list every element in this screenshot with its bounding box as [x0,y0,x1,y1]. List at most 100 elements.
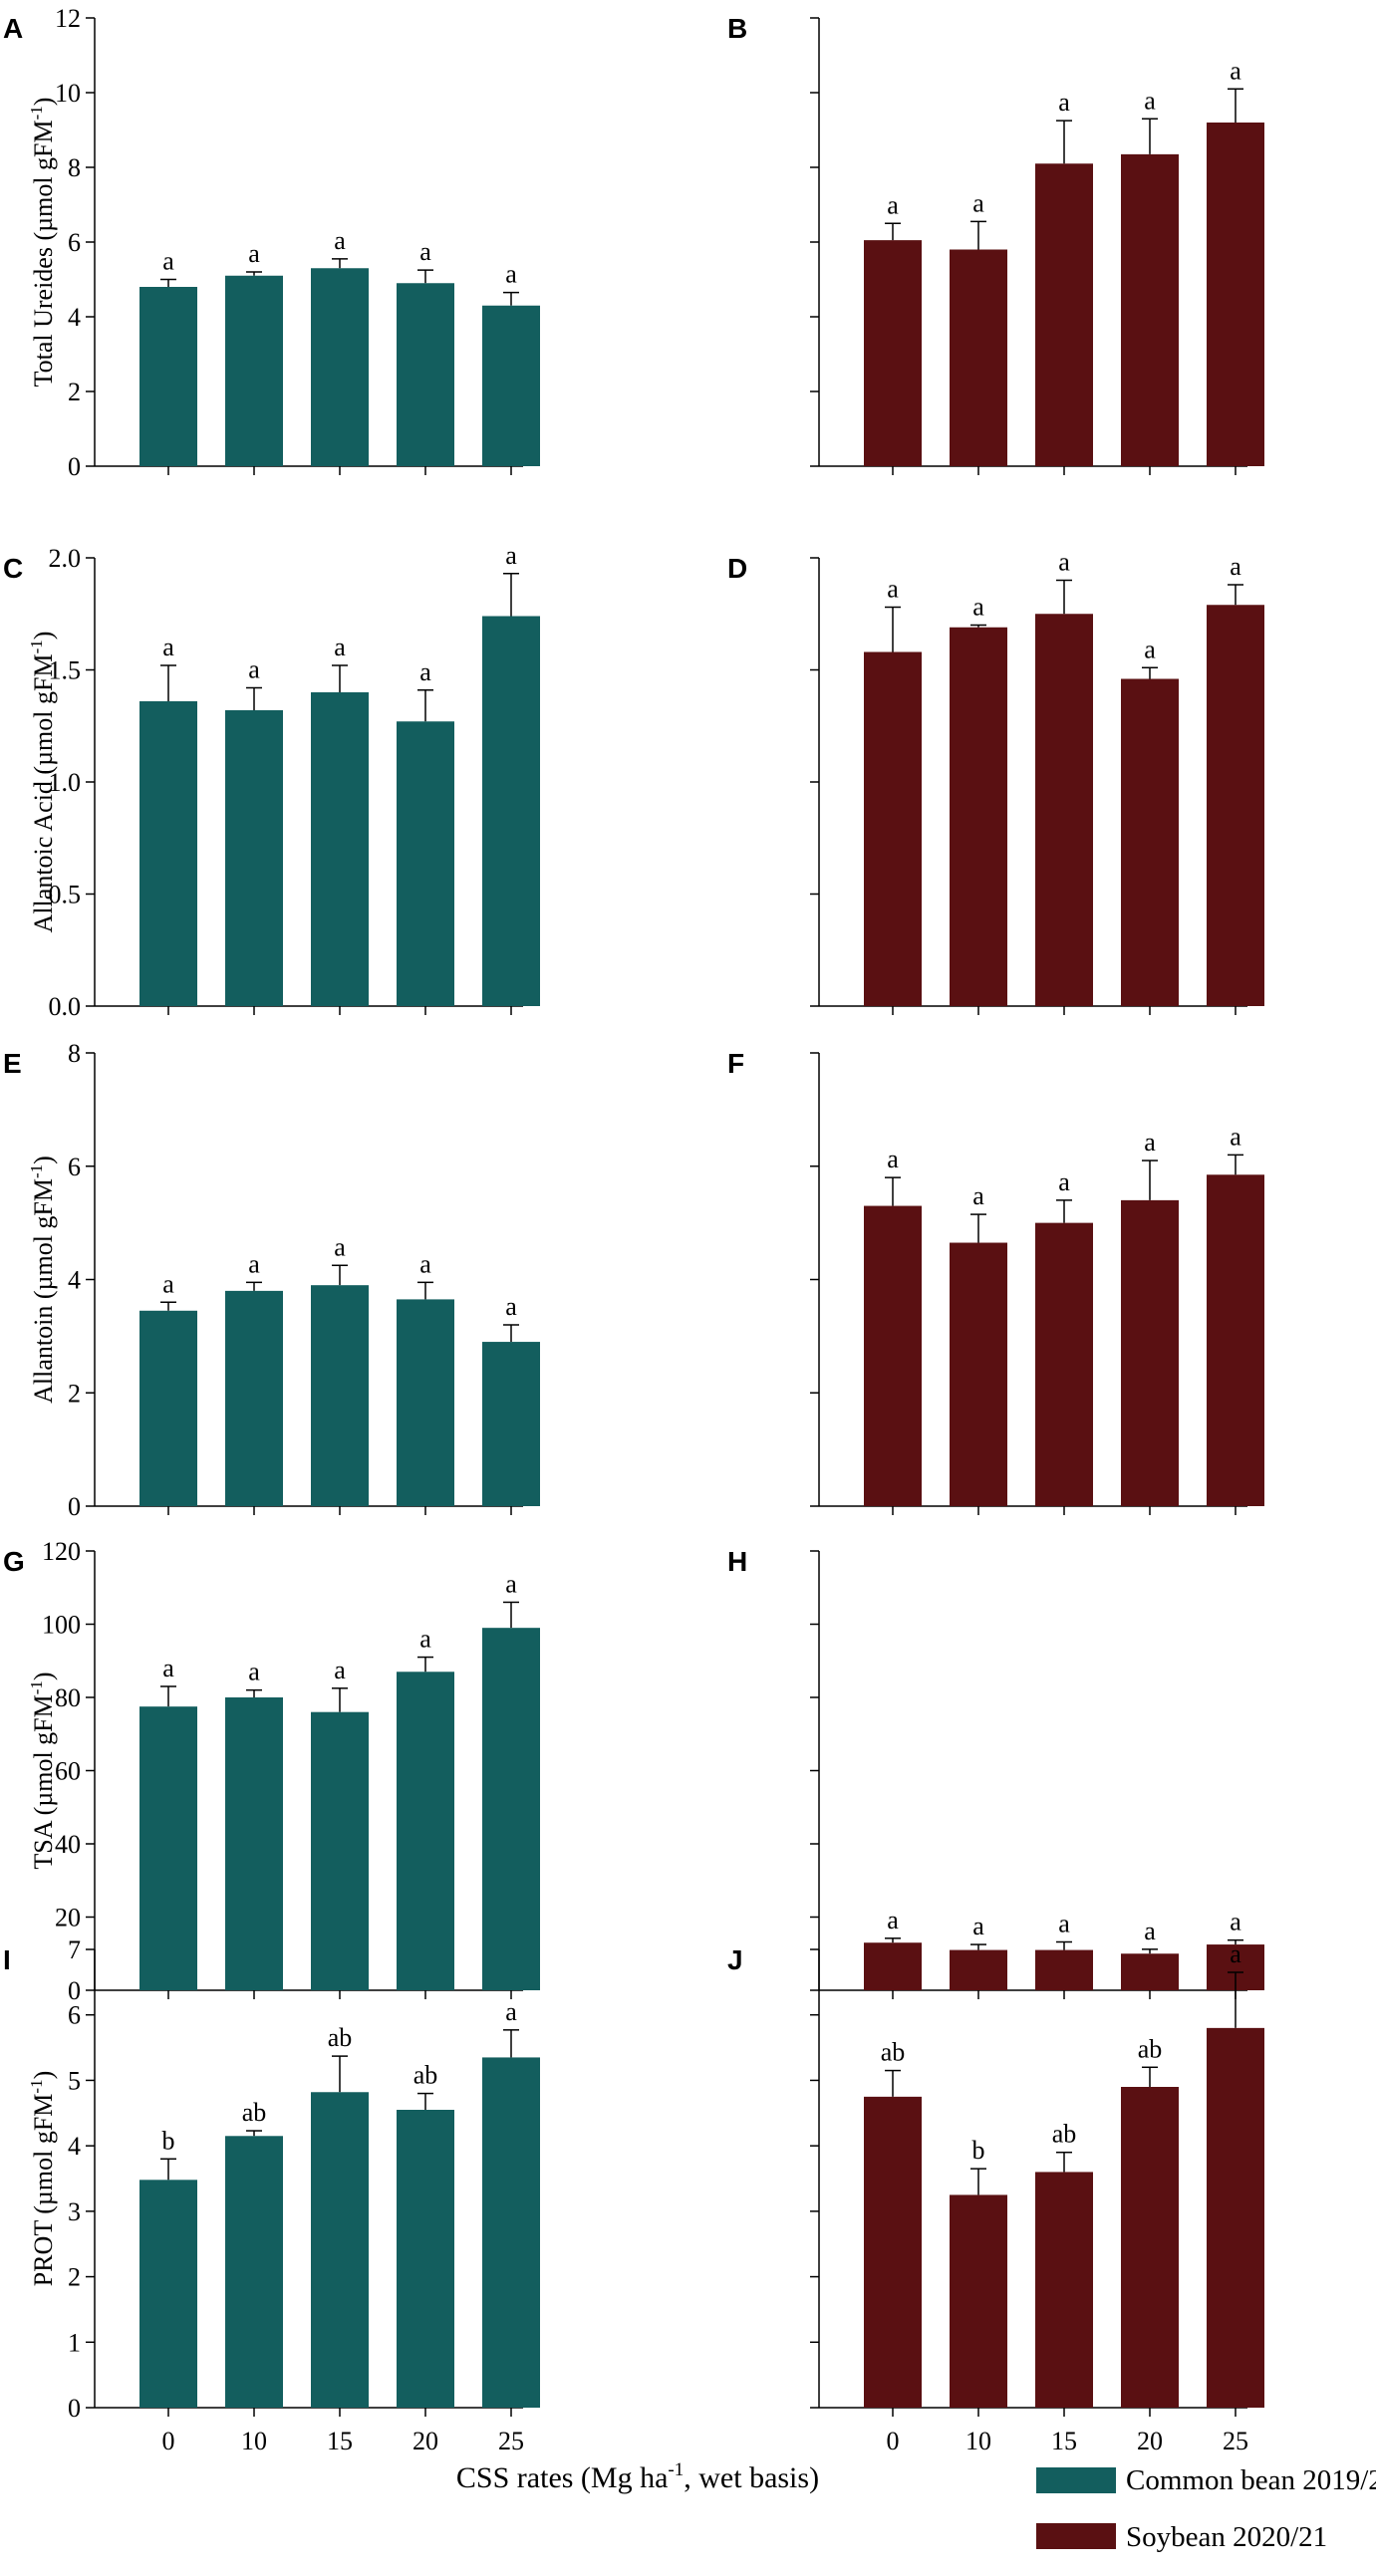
panel-letter-f: F [727,1048,744,1079]
significance-letter-d: a [1230,552,1241,581]
bar-b-25 [1207,123,1264,466]
x-tick-label-j: 10 [965,2427,991,2455]
significance-letter-f: a [972,1181,984,1210]
y-tick-label-e: 6 [68,1153,81,1181]
x-tick-label-j: 20 [1137,2427,1163,2455]
significance-letter-h: a [887,1906,899,1934]
x-axis-title: CSS rates (Mg ha-1, wet basis) [456,2459,819,2494]
y-axis-label-text-a: Total Ureides (µmol gFM [29,120,58,386]
y-tick-label-a: 12 [55,4,81,33]
x-axis-title-prefix: CSS rates (Mg ha [456,2461,669,2494]
y-axis-label-e: Allantoin (µmol gFM-1) [27,1156,58,1404]
bar-j-20 [1121,2087,1179,2408]
significance-letter-h: a [1144,1917,1156,1945]
y-tick-label-i: 4 [68,2132,81,2161]
x-tick-label-j: 25 [1223,2427,1248,2455]
y-tick-label-g: 40 [55,1830,81,1859]
y-axis-label-close-a: ) [29,98,58,107]
y-tick-label-e: 8 [68,1039,81,1068]
significance-letter-e: a [334,1232,346,1261]
y-tick-label-i: 6 [68,2001,81,2030]
y-axis-label-exp-g: -1 [27,1680,46,1694]
panel-b: Ba a a a a [727,13,1264,475]
significance-letter-c: a [334,633,346,661]
y-axis-label-exp-e: -1 [27,1164,46,1178]
y-tick-label-a: 4 [68,303,81,332]
significance-letter-g: a [162,1654,174,1682]
bar-i-10 [225,2136,283,2408]
y-tick-label-a: 10 [55,79,81,108]
bar-g-20 [397,1672,454,1990]
bar-d-0 [864,651,922,1006]
significance-letter-g: a [334,1656,346,1684]
bar-d-10 [950,627,1007,1006]
x-tick-label-i: 20 [413,2427,438,2455]
significance-letter-g: a [505,1569,517,1598]
bar-h-0 [864,1942,922,1990]
x-axis-title-suffix: , wet basis) [684,2461,819,2494]
y-axis-label-exp-c: -1 [27,640,46,653]
y-tick-label-c: 0.0 [49,992,82,1021]
panel-g: G 0 20 40 60 80 100 120 TSA (µmol gFM-1) a a a a a [3,1537,540,2005]
bar-c-25 [482,616,540,1006]
significance-letter-g: a [419,1625,431,1654]
y-tick-label-e: 4 [68,1266,81,1295]
significance-letter-d: a [887,575,899,604]
panel-j: Jab 0 b 10 ab 15 ab 20 a 25 [727,1939,1264,2455]
bar-e-0 [139,1310,197,1506]
y-tick-label-g: 0 [68,1976,81,2005]
bar-e-15 [311,1285,369,1506]
bar-c-10 [225,710,283,1006]
y-tick-label-i: 2 [68,2263,81,2292]
bar-a-0 [139,287,197,466]
significance-letter-f: a [887,1145,899,1173]
legend-label-common-bean: Common bean 2019/20 [1126,2464,1376,2496]
y-tick-label-i: 5 [68,2066,81,2095]
y-tick-label-g: 120 [42,1537,81,1566]
bar-d-15 [1035,614,1093,1006]
x-tick-label-i: 25 [498,2427,524,2455]
significance-letter-i: ab [413,2061,438,2090]
panel-letter-h: H [727,1546,747,1577]
y-tick-label-e: 2 [68,1379,81,1408]
y-tick-label-i: 1 [68,2328,81,2357]
bar-c-0 [139,701,197,1006]
y-axis-label-exp-a: -1 [27,106,46,120]
bar-c-15 [311,692,369,1006]
x-tick-label-i: 15 [327,2427,353,2455]
y-axis-label-close-e: ) [29,1156,58,1164]
y-tick-label-e: 0 [68,1492,81,1521]
significance-letter-e: a [248,1249,260,1278]
y-axis-label-i: PROT (µmol gFM-1) [27,2071,58,2287]
significance-letter-f: a [1144,1128,1156,1157]
panel-h: Ha a a a a [727,1546,1264,1999]
significance-letter-j: b [972,2136,985,2165]
y-axis-label-text-e: Allantoin (µmol gFM [29,1178,58,1404]
significance-letter-a: a [334,226,346,255]
significance-letter-b: a [887,190,899,219]
bar-d-25 [1207,605,1264,1006]
y-tick-label-c: 1.5 [49,656,82,685]
bar-g-10 [225,1697,283,1990]
significance-letter-c: a [248,655,260,684]
y-tick-label-i: 0 [68,2394,81,2423]
bar-i-0 [139,2180,197,2408]
significance-letter-b: a [1230,56,1241,85]
panel-letter-e: E [3,1048,22,1079]
bar-e-10 [225,1290,283,1506]
panel-e: E 0 2 4 6 8 Allantoin (µmol gFM-1) a a a a a [3,1039,540,1521]
y-axis-label-a: Total Ureides (µmol gFM-1) [27,98,58,387]
bar-f-0 [864,1205,922,1506]
significance-letter-j: ab [1138,2034,1163,2063]
significance-letter-a: a [505,260,517,289]
y-tick-label-g: 20 [55,1904,81,1932]
significance-letter-j: a [1230,1939,1241,1968]
panel-c: C 0.0 0.5 1.0 1.5 2.0 Allantoic Acid (µmol gFM… [3,541,540,1021]
y-tick-label-i: 3 [68,2197,81,2226]
bar-b-0 [864,240,922,466]
y-tick-label-a: 2 [68,378,81,406]
significance-letter-a: a [248,239,260,268]
bar-j-0 [864,2096,922,2408]
